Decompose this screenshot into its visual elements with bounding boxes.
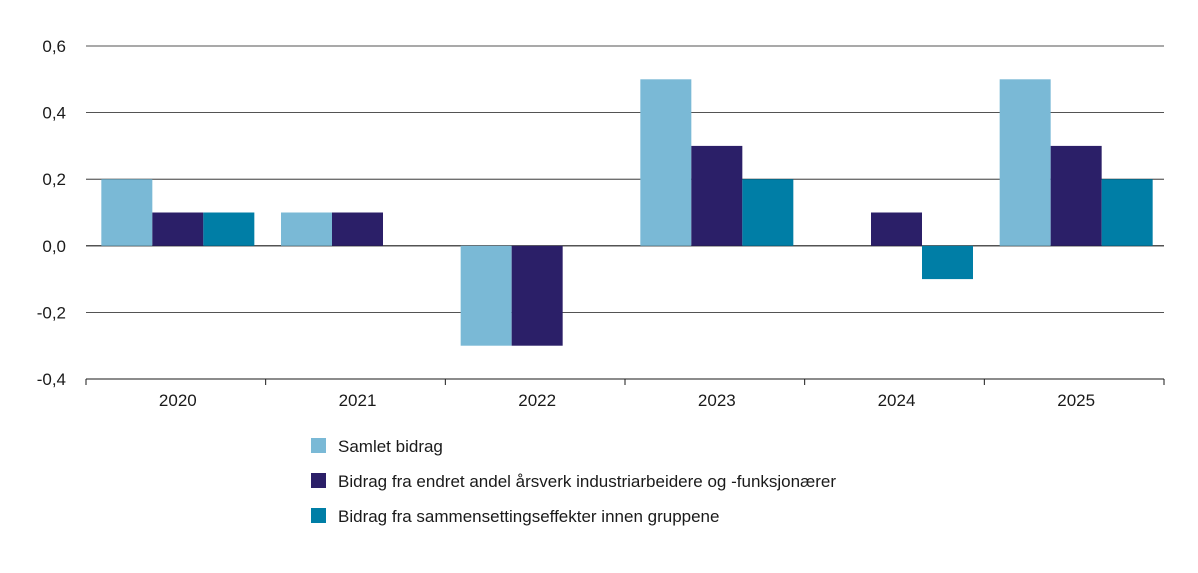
y-tick-label: 0,6 [42, 37, 66, 56]
x-tick-label: 2023 [698, 391, 736, 410]
bar-2020-series-1 [101, 179, 153, 246]
legend: Samlet bidrag Bidrag fra endret andel års… [311, 437, 836, 526]
bar-2025-series-2 [1050, 145, 1102, 246]
x-tick-label: 2024 [878, 391, 916, 410]
bar-2024-series-2 [871, 212, 922, 246]
y-axis-ticks: 0,6 0,4 0,2 0,0 -0,2 -0,4 [37, 37, 66, 389]
y-tick-label: -0,2 [37, 303, 66, 322]
bar-2023-series-3 [742, 179, 794, 246]
bar-2025-series-3 [1101, 179, 1153, 246]
bar-2023-series-1 [640, 79, 692, 246]
bar-2025-series-1 [999, 79, 1051, 246]
y-tick-label: 0,4 [42, 104, 66, 123]
legend-swatch [311, 438, 326, 453]
legend-swatch [311, 508, 326, 523]
x-tick-label: 2021 [339, 391, 377, 410]
x-axis-ticks: 2020 2021 2022 2023 2024 2025 [159, 391, 1095, 410]
bar-2022-series-1 [460, 245, 512, 346]
bar-2022-series-2 [511, 245, 563, 346]
y-tick-label: 0,2 [42, 170, 66, 189]
bars [101, 79, 1153, 346]
bar-2021-series-2 [332, 212, 383, 246]
y-tick-label: -0,4 [37, 370, 66, 389]
bar-2021-series-1 [281, 212, 332, 246]
y-tick-label: 0,0 [42, 237, 66, 256]
x-axis [85, 378, 1165, 385]
legend-label: Bidrag fra sammensettingseffekter innen … [338, 507, 719, 526]
bar-2020-series-2 [152, 212, 204, 246]
x-tick-label: 2020 [159, 391, 197, 410]
bar-2020-series-3 [203, 212, 255, 246]
legend-swatch [311, 473, 326, 488]
bar-2024-series-3 [922, 245, 973, 280]
legend-label: Samlet bidrag [338, 437, 443, 456]
x-tick-label: 2022 [518, 391, 556, 410]
x-tick-label: 2025 [1057, 391, 1095, 410]
legend-label: Bidrag fra endret andel årsverk industri… [338, 472, 836, 491]
bar-2023-series-2 [691, 145, 743, 246]
